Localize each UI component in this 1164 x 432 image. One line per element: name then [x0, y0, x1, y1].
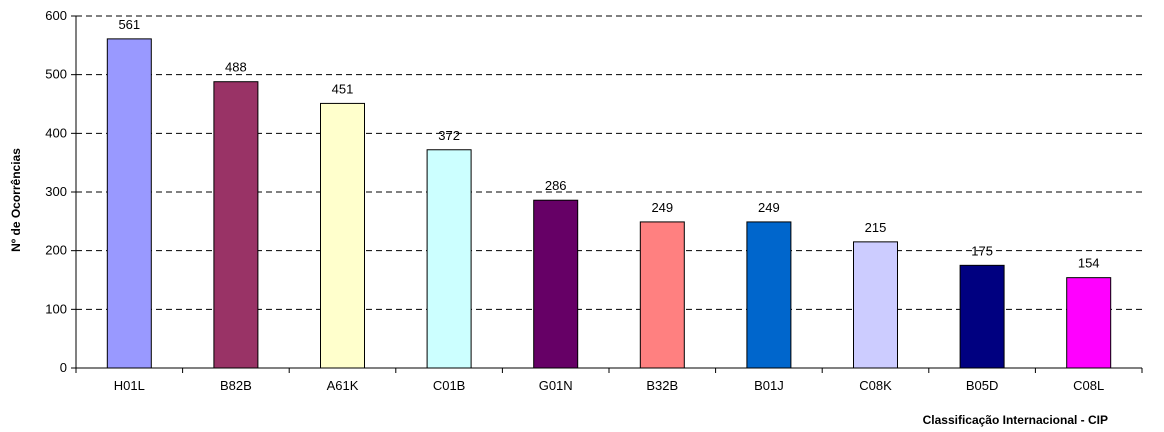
data-label-b01j: 249 — [758, 200, 780, 215]
x-axis-title: Classificação Internacional - CIP — [923, 413, 1108, 427]
x-tick-label-b01j: B01J — [754, 378, 784, 393]
data-label-a61k: 451 — [332, 81, 354, 96]
x-tick-label-c01b: C01B — [433, 378, 466, 393]
x-axis-ticks: H01L B82B A61K C01B G01N B32B B01J C08K B05D C08L — [75, 368, 1143, 393]
x-tick-label-b82b: B82B — [220, 378, 252, 393]
x-tick-label-b32b: B32B — [646, 378, 678, 393]
bar-b82b — [213, 81, 259, 369]
y-tick-label: 400 — [45, 125, 67, 140]
bar-a61k — [320, 102, 365, 369]
data-label-g01n: 286 — [545, 178, 567, 193]
data-label-h01l: 561 — [118, 17, 140, 32]
data-label-c01b: 372 — [438, 128, 460, 143]
y-tick-label: 600 — [45, 8, 67, 23]
bars — [106, 38, 1112, 369]
data-labels: 561 488 451 372 286 249 249 215 175 154 — [118, 17, 1099, 271]
bar-c08l — [1066, 277, 1112, 369]
data-label-b82b: 488 — [225, 60, 247, 75]
bar-c08k — [853, 241, 898, 369]
data-label-c08k: 215 — [865, 220, 887, 235]
y-axis-title: Nº de Ocorrências — [9, 148, 23, 252]
y-tick-label: 500 — [45, 67, 67, 82]
x-tick-label-b05d: B05D — [966, 378, 999, 393]
bar-g01n — [533, 199, 579, 369]
y-axis-ticks: 0 100 200 300 400 500 600 — [45, 8, 76, 375]
bar-b32b — [639, 221, 685, 369]
x-tick-label-h01l: H01L — [114, 378, 145, 393]
gridlines — [76, 15, 1142, 310]
x-tick-label-c08k: C08K — [859, 378, 892, 393]
y-tick-label: 0 — [60, 360, 67, 375]
y-tick-label: 200 — [45, 243, 67, 258]
x-tick-label-g01n: G01N — [539, 378, 573, 393]
data-label-b32b: 249 — [651, 200, 673, 215]
x-tick-label-a61k: A61K — [327, 378, 359, 393]
data-label-b05d: 175 — [971, 243, 993, 258]
x-tick-label-c08l: C08L — [1073, 378, 1104, 393]
y-tick-label: 300 — [45, 184, 67, 199]
bar-b05d — [959, 264, 1005, 369]
bar-h01l — [106, 38, 152, 369]
bar-c01b — [426, 149, 472, 369]
y-tick-label: 100 — [45, 301, 67, 316]
data-label-c08l: 154 — [1078, 256, 1100, 271]
bar-b01j — [746, 221, 792, 369]
